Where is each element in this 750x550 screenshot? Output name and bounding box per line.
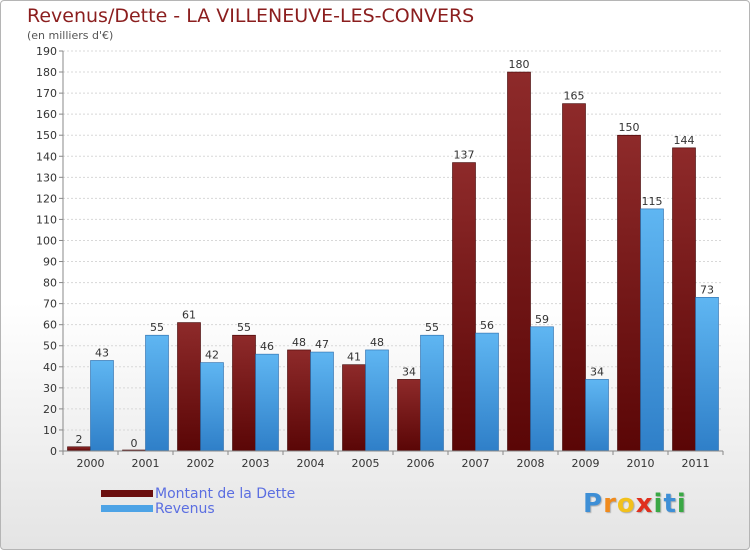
bar-revenus-2005 [365,349,389,452]
bar-debt-2008 [507,71,531,452]
x-tick-label: 2010 [627,457,655,470]
data-label-revenus-2005: 48 [370,336,384,349]
data-label-debt-2011: 144 [674,134,695,147]
data-label-debt-2008: 180 [509,58,530,71]
proxiti-logo: Proxiti [583,489,687,519]
logo-letter: r [603,489,617,519]
bar-debt-2010 [617,134,641,452]
data-label-debt-2006: 34 [402,365,416,378]
y-tick-label: 130 [36,171,57,184]
logo-letter: P [583,489,604,519]
data-label-revenus-2009: 34 [590,365,604,378]
data-label-revenus-2008: 59 [535,313,549,326]
chart-subtitle: (en milliers d'€) [27,29,114,42]
x-tick-label: 2009 [572,457,600,470]
y-tick-label: 60 [43,319,57,332]
data-label-debt-2007: 137 [454,149,475,162]
logo-letter: x [635,489,654,519]
bar-debt-2000 [67,446,91,452]
data-label-revenus-2007: 56 [480,319,494,332]
legend-label-revenus: Revenus [155,501,215,517]
data-label-debt-2005: 41 [347,351,361,364]
bar-debt-2004 [287,349,311,452]
legend-swatch-revenus [101,505,153,512]
x-tick-label: 2008 [517,457,545,470]
data-label-revenus-2003: 46 [260,340,274,353]
y-tick-label: 100 [36,234,57,247]
data-label-debt-2002: 61 [182,309,196,322]
data-label-debt-2004: 48 [292,336,306,349]
y-tick-label: 80 [43,277,57,290]
bar-revenus-2011 [695,297,719,452]
x-tick-label: 2002 [187,457,215,470]
logo-letter: i [676,489,687,519]
data-label-debt-2010: 150 [619,121,640,134]
data-label-revenus-2006: 55 [425,321,439,334]
bar-debt-2011 [672,147,696,452]
y-tick-label: 0 [50,445,57,458]
bar-revenus-2009 [585,379,609,452]
legend-swatch-debt [101,490,153,497]
bar-revenus-2006 [420,334,444,452]
y-tick-label: 170 [36,87,57,100]
bar-revenus-2003 [255,353,279,452]
y-tick-label: 160 [36,108,57,121]
y-tick-label: 30 [43,382,57,395]
data-label-revenus-2011: 73 [700,283,714,296]
x-tick-label: 2000 [77,457,105,470]
x-tick-label: 2004 [297,457,325,470]
bar-revenus-2002 [200,362,224,452]
chart-title: Revenus/Dette - LA VILLENEUVE-LES-CONVER… [27,5,475,27]
y-tick-label: 110 [36,213,57,226]
x-axis: 2000 2001 2002 2003 2004 2005 2006 2007 2008 2009… [62,450,724,470]
data-label-revenus-2000: 43 [95,346,109,359]
y-tick-label: 50 [43,340,57,353]
data-label-revenus-2001: 55 [150,321,164,334]
data-label-debt-2003: 55 [237,321,251,334]
y-tick-label: 40 [43,361,57,374]
x-tick-label: 2011 [682,457,710,470]
bar-revenus-2008 [530,326,554,452]
x-tick-label: 2007 [462,457,490,470]
y-tick-label: 70 [43,298,57,311]
bar-debt-2005 [342,364,366,452]
bar-debt-2007 [452,162,476,452]
logo-letter: t [663,489,677,519]
y-axis: 0 10 20 30 40 50 60 70 80 90 100 110 120 130 140 150 160… [36,45,64,458]
x-tick-label: 2006 [407,457,435,470]
gridlines [63,50,723,452]
bar-revenus-2010 [640,208,664,452]
bar-revenus-2000 [90,360,114,452]
data-label-revenus-2010: 115 [642,195,663,208]
data-label-debt-2000: 2 [76,433,83,446]
data-label-revenus-2002: 42 [205,349,219,362]
data-label-revenus-2004: 47 [315,338,329,351]
bar-debt-2006 [397,379,421,452]
x-tick-label: 2001 [132,457,160,470]
legend-label-debt: Montant de la Dette [155,486,296,502]
y-tick-label: 140 [36,150,57,163]
y-tick-label: 190 [36,45,57,58]
bar-debt-2003 [232,334,256,452]
y-tick-label: 150 [36,129,57,142]
y-tick-label: 10 [43,424,57,437]
logo-letter: i [653,489,664,519]
x-tick-label: 2005 [352,457,380,470]
bar-revenus-2007 [475,332,499,452]
data-label-debt-2001: 0 [131,437,138,450]
y-tick-label: 180 [36,66,57,79]
bar-revenus-2001 [145,334,169,452]
bar-debt-2002 [177,322,201,452]
data-label-debt-2009: 165 [564,90,585,103]
x-tick-label: 2003 [242,457,270,470]
y-tick-label: 20 [43,403,57,416]
bar-revenus-2004 [310,351,334,452]
y-tick-label: 90 [43,256,57,269]
y-tick-label: 120 [36,192,57,205]
bar-debt-2009 [562,103,586,452]
bars: 2 43 0 55 61 42 55 46 48 47 41 48 34 55 137 56 180 59 165 3… [67,58,719,452]
logo-letter: o [616,489,636,519]
